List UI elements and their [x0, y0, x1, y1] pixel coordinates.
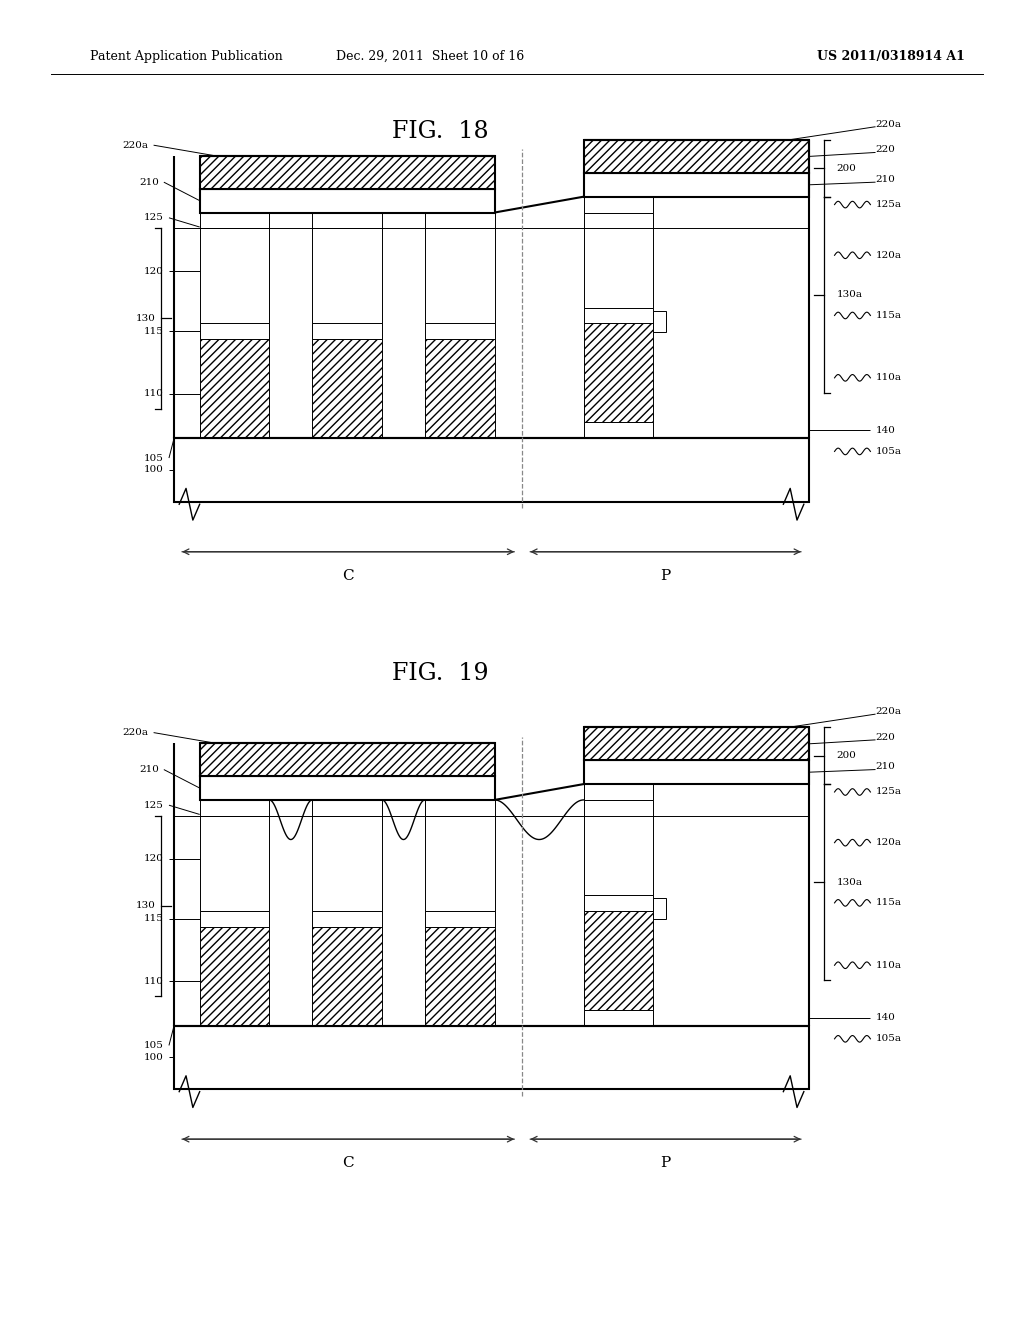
Text: 120a: 120a — [876, 838, 901, 847]
Text: 200: 200 — [837, 164, 856, 173]
Bar — [312, 816, 382, 911]
Bar — [584, 213, 653, 308]
Text: 115a: 115a — [876, 312, 901, 319]
Bar — [200, 800, 269, 816]
Text: 120: 120 — [144, 267, 164, 276]
Bar — [584, 323, 653, 422]
Text: 120: 120 — [144, 854, 164, 863]
Text: Dec. 29, 2011  Sheet 10 of 16: Dec. 29, 2011 Sheet 10 of 16 — [336, 50, 524, 63]
Text: Patent Application Publication: Patent Application Publication — [90, 50, 283, 63]
Text: 105a: 105a — [876, 447, 901, 455]
Bar — [584, 1010, 653, 1026]
Bar — [425, 927, 495, 1026]
Bar — [584, 308, 653, 323]
Text: 220a: 220a — [876, 708, 901, 715]
Text: 100: 100 — [144, 466, 164, 474]
Text: 220a: 220a — [876, 120, 901, 128]
Bar — [653, 898, 666, 919]
Bar — [584, 173, 809, 197]
Bar — [425, 228, 495, 323]
Bar — [200, 213, 269, 228]
Text: 110a: 110a — [876, 961, 901, 970]
Text: 210: 210 — [139, 766, 159, 774]
Bar — [584, 197, 653, 213]
Text: 115: 115 — [144, 327, 164, 335]
Text: 115: 115 — [144, 915, 164, 923]
Text: 100: 100 — [144, 1053, 164, 1061]
Text: 220: 220 — [876, 145, 895, 154]
Text: 220a: 220a — [123, 729, 148, 737]
Text: 210: 210 — [139, 178, 159, 186]
Bar — [312, 323, 382, 339]
Text: 125: 125 — [144, 214, 164, 222]
Text: 130: 130 — [136, 314, 156, 323]
Text: P: P — [660, 569, 671, 582]
Text: FIG.  19: FIG. 19 — [392, 661, 488, 685]
Text: 125a: 125a — [876, 788, 901, 796]
Text: 130a: 130a — [837, 878, 862, 887]
Bar — [584, 911, 653, 1010]
Text: 110: 110 — [144, 389, 164, 399]
Text: 125: 125 — [144, 801, 164, 809]
Bar — [200, 156, 495, 189]
Bar — [425, 323, 495, 339]
Bar — [584, 140, 809, 173]
Bar — [200, 743, 495, 776]
Bar — [312, 339, 382, 438]
Text: 120a: 120a — [876, 251, 901, 260]
Text: 105: 105 — [144, 454, 164, 462]
Bar — [584, 895, 653, 911]
Text: 130a: 130a — [837, 290, 862, 300]
Bar — [200, 189, 495, 213]
Text: 220a: 220a — [123, 141, 148, 149]
Text: 105a: 105a — [876, 1035, 901, 1043]
Bar — [312, 213, 382, 228]
Bar — [174, 438, 809, 502]
Bar — [425, 816, 495, 911]
Text: 110: 110 — [144, 977, 164, 986]
Bar — [200, 927, 269, 1026]
Text: C: C — [342, 569, 354, 582]
Text: 200: 200 — [837, 751, 856, 760]
Bar — [312, 927, 382, 1026]
Bar — [200, 816, 269, 911]
Bar — [312, 228, 382, 323]
Bar — [584, 800, 653, 895]
Text: 115a: 115a — [876, 899, 901, 907]
Bar — [200, 323, 269, 339]
Text: 210: 210 — [876, 176, 895, 183]
Bar — [425, 911, 495, 927]
Bar — [584, 760, 809, 784]
Text: 110a: 110a — [876, 374, 901, 383]
Bar — [200, 339, 269, 438]
Bar — [200, 776, 495, 800]
Bar — [174, 1026, 809, 1089]
Text: 105: 105 — [144, 1041, 164, 1049]
Text: 210: 210 — [876, 763, 895, 771]
Text: 125a: 125a — [876, 201, 901, 209]
Text: 220: 220 — [876, 733, 895, 742]
Bar — [584, 727, 809, 760]
Text: 130: 130 — [136, 902, 156, 911]
Bar — [200, 911, 269, 927]
Bar — [312, 800, 382, 816]
Text: C: C — [342, 1156, 354, 1170]
Text: FIG.  18: FIG. 18 — [392, 120, 488, 144]
Bar — [312, 911, 382, 927]
Text: P: P — [660, 1156, 671, 1170]
Bar — [425, 339, 495, 438]
Text: 140: 140 — [876, 1014, 895, 1022]
Bar — [425, 213, 495, 228]
Bar — [653, 310, 666, 331]
Bar — [584, 784, 653, 800]
Bar — [200, 228, 269, 323]
Bar — [425, 800, 495, 816]
Bar — [584, 422, 653, 438]
Text: US 2011/0318914 A1: US 2011/0318914 A1 — [817, 50, 965, 63]
Text: 140: 140 — [876, 426, 895, 434]
